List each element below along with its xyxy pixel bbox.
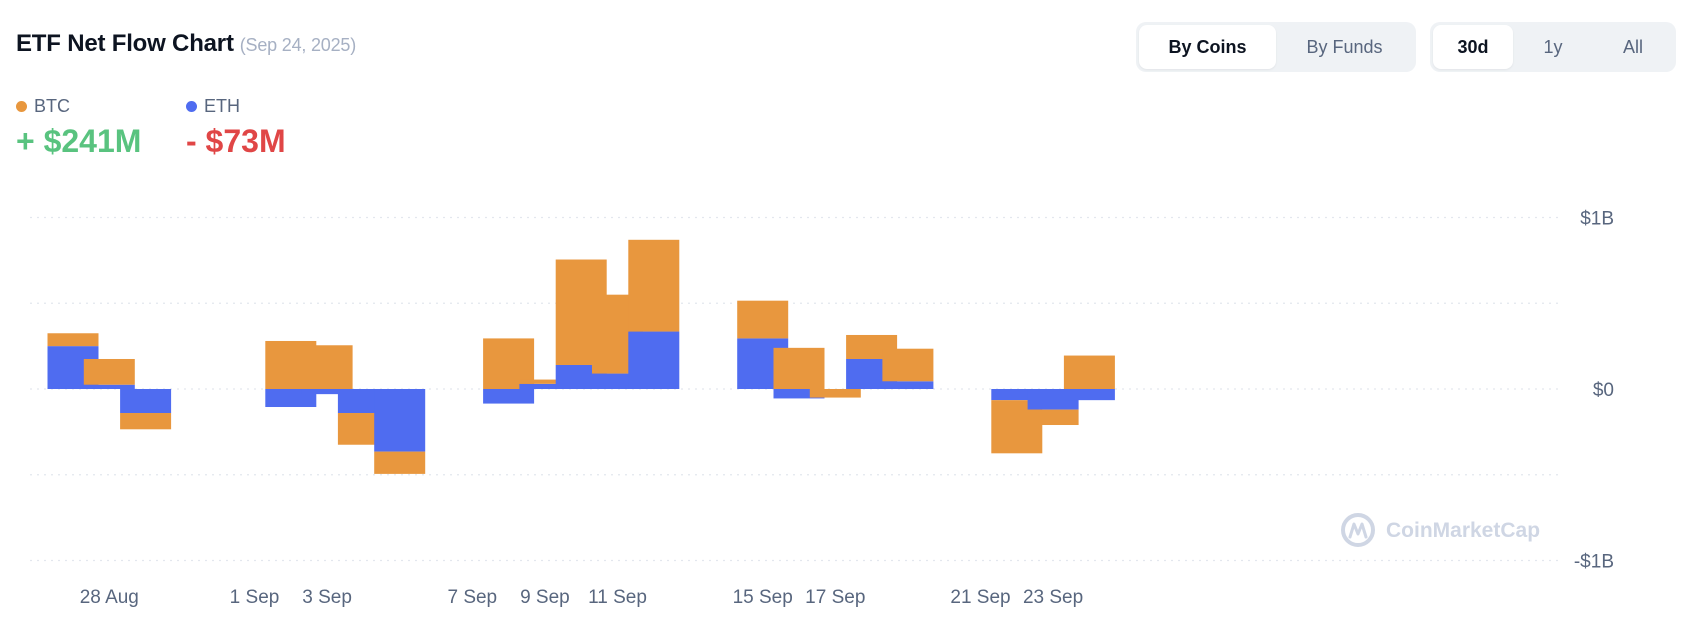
watermark-text: CoinMarketCap [1386, 519, 1540, 542]
x-tick-label: 15 Sep [733, 587, 793, 608]
bar-eth-2025-09-19[interactable] [882, 381, 934, 389]
x-tick-label: 7 Sep [447, 587, 497, 608]
x-tick-label: 28 Aug [80, 587, 139, 608]
range-1y-button[interactable]: 1y [1543, 37, 1563, 57]
bar-btc-2025-09-17[interactable] [809, 389, 861, 398]
bar-eth-2025-08-28[interactable] [83, 384, 135, 389]
legend-eth-dot [186, 101, 197, 112]
bar-eth-2025-09-24[interactable] [1063, 389, 1115, 401]
bar-eth-2025-09-12[interactable] [628, 331, 680, 389]
bar-btc-2025-09-19[interactable] [882, 348, 934, 382]
bar-eth-2025-09-09[interactable] [519, 383, 571, 389]
coinmarketcap-watermark: CoinMarketCap [1341, 513, 1540, 547]
legend-btc-name: BTC [34, 96, 70, 116]
bar-eth-2025-09-05[interactable] [374, 389, 426, 452]
y-axis: $1B $0 -$1B [1574, 209, 1614, 573]
y-tick-label: $1B [1580, 209, 1614, 230]
legend-btc[interactable]: BTC + $241M [16, 96, 141, 160]
y-tick-label: $0 [1593, 380, 1614, 401]
chart-title-text: ETF Net Flow Chart [16, 30, 234, 57]
x-tick-label: 1 Sep [230, 587, 280, 608]
coinmarketcap-logo-icon [1341, 513, 1375, 547]
bar-btc-2025-09-09[interactable] [519, 379, 571, 384]
x-tick-label: 21 Sep [950, 587, 1010, 608]
by-coins-button[interactable]: By Coins [1139, 25, 1276, 69]
bar-btc-2025-08-27[interactable] [47, 333, 99, 347]
chart-date: (Sep 24, 2025) [239, 35, 357, 55]
bar-eth-2025-09-08[interactable] [483, 389, 535, 404]
legend-eth-name: ETH [204, 96, 240, 116]
bar-btc-2025-09-03[interactable] [301, 345, 353, 389]
x-tick-label: 17 Sep [805, 587, 865, 608]
bar-btc-2025-09-16[interactable] [773, 347, 825, 389]
range-all-button[interactable]: All [1622, 37, 1643, 57]
x-tick-label: 9 Sep [520, 587, 570, 608]
x-tick-label: 3 Sep [302, 587, 352, 608]
legend-eth[interactable]: ETH - $73M [186, 96, 286, 160]
bar-eth-2025-08-29[interactable] [120, 389, 172, 414]
bar-btc-2025-09-15[interactable] [737, 300, 789, 339]
legend-eth-value: - $73M [186, 123, 286, 159]
x-axis: 28 Aug 1 Sep 3 Sep 7 Sep 9 Sep 11 Sep 15 Sep 17… [80, 587, 1084, 608]
bar-btc-2025-09-12[interactable] [628, 239, 680, 332]
legend-btc-label: BTC [16, 96, 141, 117]
bar-btc-2025-08-28[interactable] [83, 358, 135, 385]
bars [47, 239, 1115, 474]
bar-eth-2025-09-22[interactable] [991, 389, 1043, 401]
legend-btc-value: + $241M [16, 123, 142, 159]
range-30d-button[interactable]: 30d [1433, 25, 1513, 69]
bar-btc-2025-08-29[interactable] [120, 413, 172, 430]
bar-btc-2025-09-24[interactable] [1063, 355, 1115, 389]
by-funds-button[interactable]: By Funds [1306, 37, 1383, 57]
bar-eth-2025-09-16[interactable] [773, 389, 825, 399]
x-tick-label: 23 Sep [1023, 587, 1083, 608]
view-toggle: By Coins By Funds [1136, 22, 1416, 72]
range-toggle: 30d 1y All [1430, 22, 1676, 72]
y-tick-label: -$1B [1574, 552, 1614, 573]
bar-btc-2025-09-23[interactable] [1027, 409, 1079, 426]
bar-btc-2025-09-05[interactable] [374, 451, 426, 474]
bar-eth-2025-09-03[interactable] [301, 389, 353, 395]
legend-btc-dot [16, 101, 27, 112]
legend-eth-label: ETH [186, 96, 286, 117]
x-tick-label: 11 Sep [588, 587, 647, 608]
chart-title: ETF Net Flow Chart (Sep 24, 2025) [16, 30, 356, 58]
